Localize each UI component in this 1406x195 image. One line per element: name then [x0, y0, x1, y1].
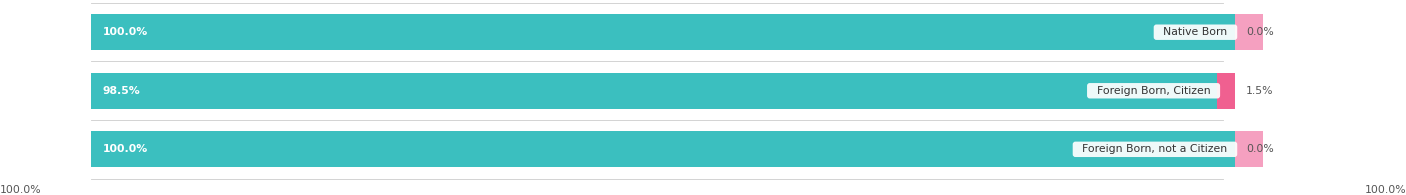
Text: Native Born: Native Born — [1156, 27, 1234, 37]
Text: 0.0%: 0.0% — [1246, 144, 1274, 154]
Text: 100.0%: 100.0% — [103, 27, 148, 37]
Text: 0.0%: 0.0% — [1246, 27, 1274, 37]
Bar — [91, 14, 1234, 50]
Bar — [1218, 73, 1234, 109]
Text: 98.5%: 98.5% — [103, 86, 141, 96]
Bar — [91, 73, 1218, 109]
Text: 100.0%: 100.0% — [0, 185, 42, 195]
Text: 100.0%: 100.0% — [103, 144, 148, 154]
Text: 100.0%: 100.0% — [1364, 185, 1406, 195]
Text: 1.5%: 1.5% — [1246, 86, 1274, 96]
Text: Foreign Born, not a Citizen: Foreign Born, not a Citizen — [1076, 144, 1234, 154]
Bar — [91, 131, 1234, 168]
Text: Foreign Born, Citizen: Foreign Born, Citizen — [1090, 86, 1218, 96]
Bar — [91, 131, 1234, 168]
Bar — [91, 14, 1234, 50]
Bar — [91, 73, 1234, 109]
Bar — [1234, 14, 1263, 50]
Bar — [1234, 131, 1263, 168]
